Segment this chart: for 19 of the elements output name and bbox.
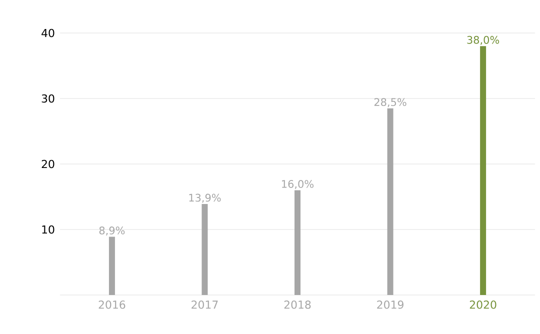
x-tick-label: 2016 — [98, 300, 126, 309]
bar — [387, 108, 394, 295]
x-tick-label: 2018 — [284, 300, 311, 309]
bar — [294, 190, 301, 295]
y-tick-label: 20 — [42, 160, 54, 168]
bar — [202, 204, 208, 295]
y-tick-label: 10 — [42, 225, 54, 234]
data-label: 13,9% — [189, 194, 221, 203]
y-tick-label: 30 — [42, 94, 54, 103]
x-tick-label: 2019 — [377, 300, 404, 309]
data-label: 28,5% — [374, 98, 406, 108]
bar — [480, 46, 486, 295]
data-label: 38,0% — [467, 36, 500, 45]
data-label: 16,0% — [282, 180, 314, 190]
x-tick-label: 2020 — [470, 300, 496, 309]
x-tick-label: 2017 — [192, 300, 218, 309]
data-label: 8,9% — [99, 226, 125, 236]
y-tick-label: 40 — [42, 28, 54, 38]
bar — [108, 236, 115, 295]
